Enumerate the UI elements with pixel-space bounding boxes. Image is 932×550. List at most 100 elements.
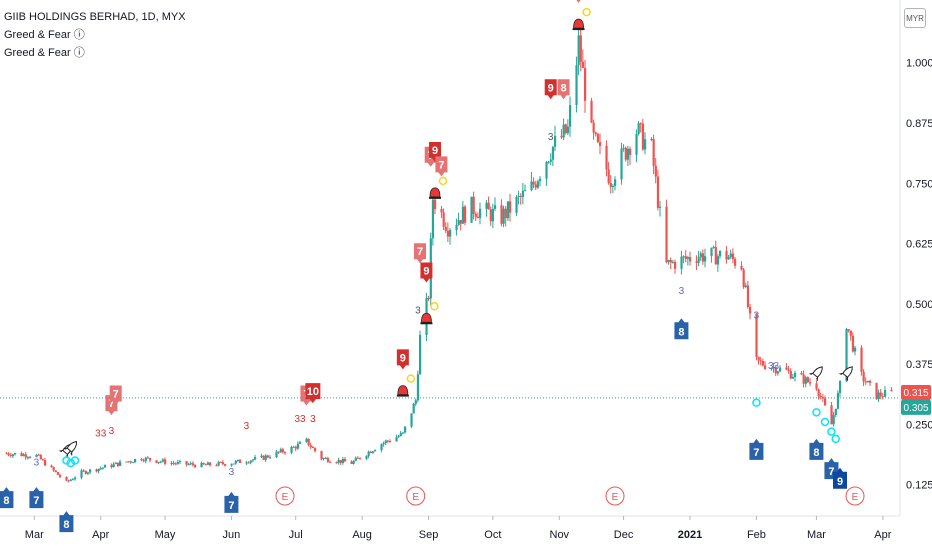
candle-body (562, 124, 565, 138)
candle-up (290, 445, 293, 455)
candle-body (539, 178, 542, 182)
candle-body (611, 186, 615, 188)
buy-label-shape (809, 438, 824, 460)
candle-up (397, 434, 400, 438)
symbol-title[interactable]: GIIB HOLDINGS BERHAD, 1D, MYX (4, 11, 186, 23)
price-tick-label: 0.750 (906, 178, 932, 190)
candle-body (290, 447, 293, 453)
buy-label-shape (674, 318, 689, 340)
candle-body (24, 454, 27, 458)
candle-up (697, 250, 700, 267)
candle-up (686, 255, 690, 266)
candle-body (129, 461, 132, 463)
candle-body (554, 136, 557, 147)
candle-up (644, 132, 647, 155)
candle-body (442, 212, 445, 227)
candle-down (594, 131, 597, 137)
candle-down (806, 376, 810, 384)
count-mark: 3 (310, 414, 316, 425)
candle-body (284, 452, 287, 454)
candle-up (232, 463, 235, 465)
earnings-marker: E (845, 486, 865, 506)
buy-label-text: 8 (63, 519, 69, 531)
candle-body (172, 462, 175, 464)
buy-signal-label: 7 (224, 491, 239, 513)
candle-up (230, 463, 233, 467)
candle-up (399, 430, 402, 437)
candle-down (605, 140, 608, 177)
candle-down (326, 456, 330, 463)
time-tick-label: Dec (614, 529, 634, 541)
candle-body (599, 142, 602, 146)
indicator-label-2[interactable]: Greed & Fear ⓘ (4, 47, 85, 59)
time-tick-label: Apr (92, 529, 109, 541)
candle-up (554, 125, 557, 152)
candle-body (652, 139, 655, 166)
candle-body (54, 470, 57, 473)
candle-down (59, 473, 62, 479)
candle-down (489, 206, 492, 226)
candle-down (590, 97, 593, 124)
candle-body (879, 392, 882, 397)
sell-label-text: 7 (417, 246, 423, 258)
candle-body (547, 161, 550, 163)
candle-body (176, 461, 180, 464)
candle-body (221, 462, 225, 465)
buy-signal-label: 8 (59, 511, 74, 533)
candle-body (701, 253, 705, 262)
time-tick-label: 2021 (678, 529, 702, 541)
candle-down (564, 123, 567, 135)
candle-body (65, 476, 68, 481)
sell-label-text: 9 (548, 82, 554, 94)
candle-body (59, 474, 62, 477)
candle-body (39, 454, 42, 460)
candle-down (579, 23, 582, 72)
candle-body (344, 458, 347, 462)
candle-body (80, 470, 83, 478)
time-tick-label: Apr (874, 529, 891, 541)
candle-up (161, 458, 165, 463)
candle-body (326, 457, 330, 462)
candle-body (399, 433, 402, 436)
candle-body (785, 367, 788, 370)
candle-up (97, 468, 100, 474)
indicator-label-1[interactable]: Greed & Fear ⓘ (4, 29, 85, 41)
candle-down (129, 460, 132, 464)
price-tick-label: 1.000 (906, 58, 932, 70)
candle-body (95, 469, 98, 472)
candle-up (341, 457, 345, 465)
candle-body (637, 123, 640, 134)
candle-down (459, 219, 462, 231)
cyan-ring (752, 398, 761, 407)
bell-base (396, 394, 409, 397)
candle-down (761, 358, 765, 367)
candle-body (125, 461, 128, 463)
candle-body (560, 136, 563, 138)
candle-body (770, 368, 773, 370)
candle-body (744, 285, 747, 287)
candle-up (245, 460, 248, 465)
time-tick-label: Aug (352, 529, 372, 541)
candle-up (699, 251, 702, 261)
candle-body (7, 453, 10, 455)
currency-button[interactable]: MYR (904, 8, 926, 28)
candle-body (35, 454, 38, 457)
candle-down (191, 461, 195, 467)
buy-signal-label: 8 (0, 487, 14, 509)
candle-down (5, 451, 8, 455)
candle-up (354, 456, 357, 462)
candle-body (369, 451, 372, 453)
candle-body (854, 347, 857, 352)
candle-body (224, 464, 227, 466)
candle-down (684, 250, 687, 263)
candle-body (697, 257, 700, 263)
candle-body (509, 201, 512, 213)
candle-up (236, 459, 240, 462)
candle-body (350, 461, 353, 464)
candle-body (536, 181, 540, 188)
candle-body (577, 35, 580, 66)
candle-body (307, 438, 310, 446)
buy-signal-label: 8 (809, 438, 824, 460)
candle-down (742, 267, 745, 289)
